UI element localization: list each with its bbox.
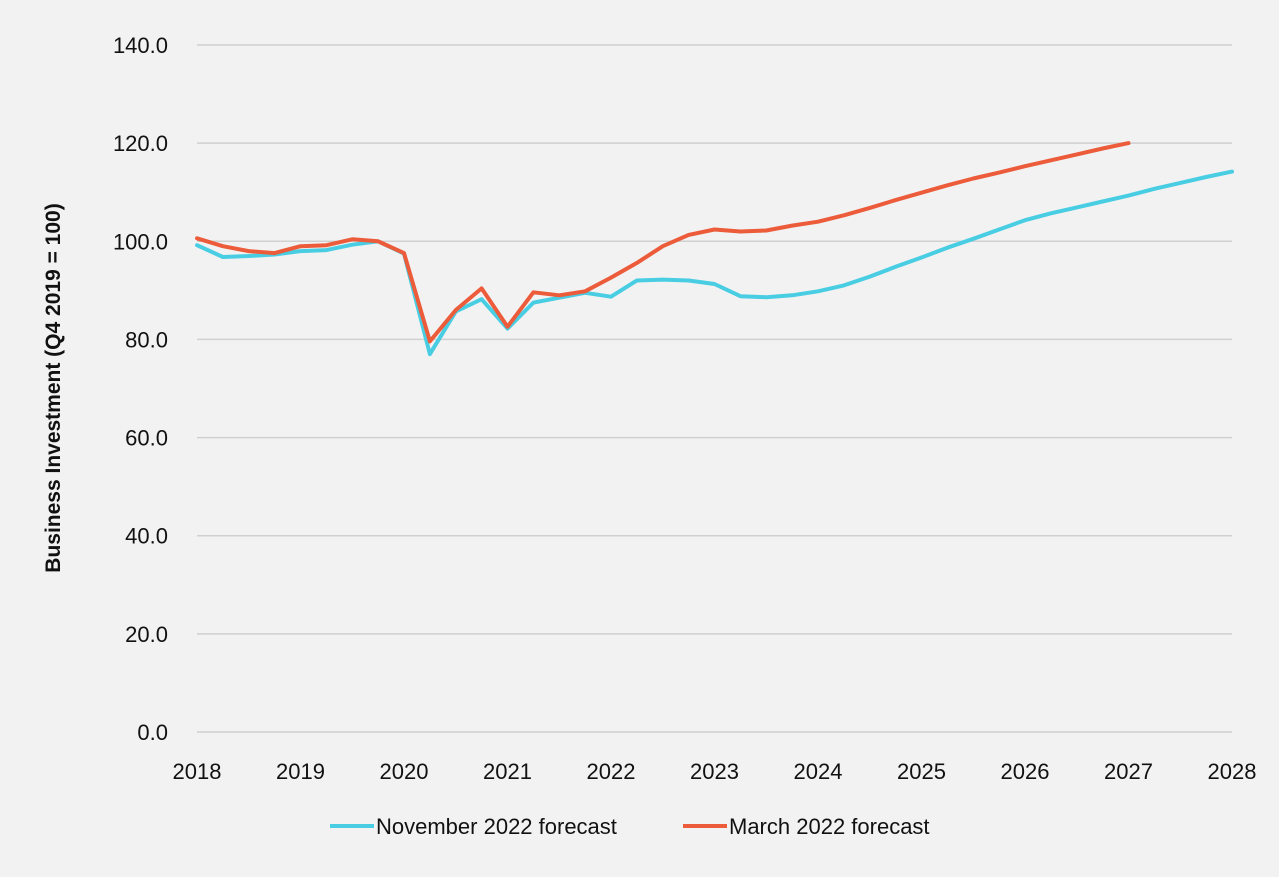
x-tick-label: 2024 — [794, 759, 843, 784]
x-tick-label: 2020 — [380, 759, 429, 784]
x-tick-label: 2028 — [1208, 759, 1257, 784]
x-tick-label: 2019 — [276, 759, 325, 784]
x-tick-label: 2021 — [483, 759, 532, 784]
x-axis-ticks: 2018 2019 2020 2021 2022 2023 2024 2025 2026 2027… — [173, 759, 1257, 784]
y-axis-title: Business Investment (Q4 2019 = 100) — [42, 203, 65, 572]
legend-label-2: March 2022 forecast — [729, 814, 930, 839]
y-tick-label: 80.0 — [125, 327, 168, 352]
y-axis-ticks: 0.0 20.0 40.0 60.0 80.0 100.0 120.0 140.0 — [113, 33, 168, 745]
y-tick-label: 100.0 — [113, 229, 168, 254]
x-tick-label: 2027 — [1104, 759, 1153, 784]
grid-lines — [197, 44, 1232, 733]
x-tick-label: 2018 — [173, 759, 222, 784]
series-line-1 — [195, 169, 1234, 357]
y-tick-label: 140.0 — [113, 33, 168, 58]
y-tick-label: 0.0 — [137, 720, 168, 745]
x-tick-label: 2025 — [897, 759, 946, 784]
series-lines — [195, 141, 1234, 357]
legend: November 2022 forecast March 2022 forecas… — [330, 814, 930, 839]
y-tick-label: 20.0 — [125, 622, 168, 647]
x-tick-label: 2026 — [1001, 759, 1050, 784]
x-tick-label: 2023 — [690, 759, 739, 784]
series-line-2 — [195, 141, 1131, 344]
y-tick-label: 40.0 — [125, 524, 168, 549]
x-tick-label: 2022 — [587, 759, 636, 784]
legend-label-1: November 2022 forecast — [376, 814, 617, 839]
y-tick-label: 60.0 — [125, 426, 168, 451]
y-tick-label: 120.0 — [113, 131, 168, 156]
